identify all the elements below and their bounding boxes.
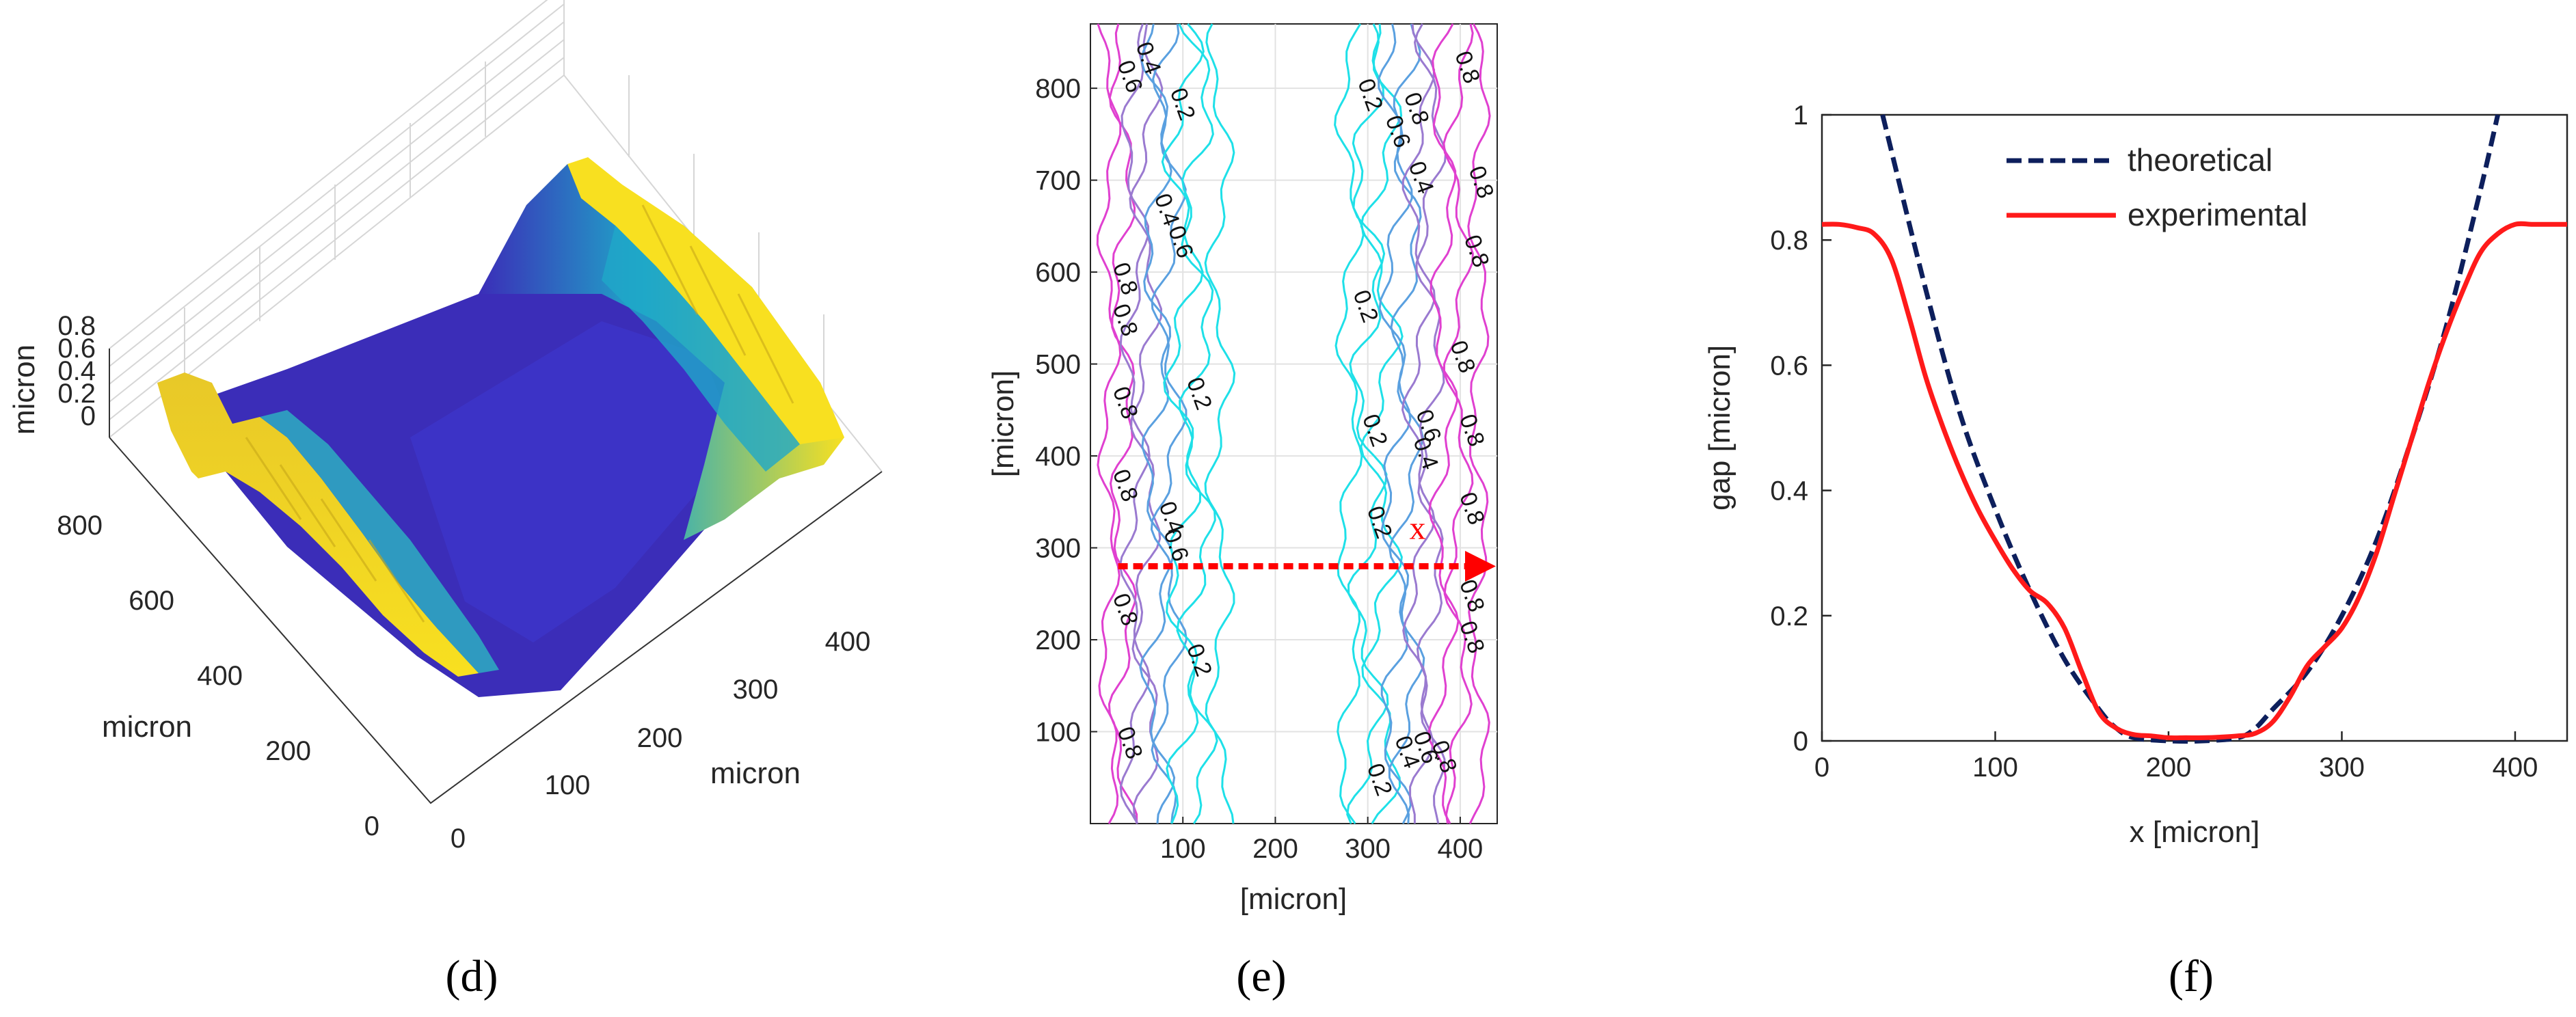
line-x-label: x [micron] <box>2130 815 2260 849</box>
y-tick-label: 600 <box>1035 258 1081 288</box>
panel-label-e: (e) <box>1236 951 1286 1001</box>
contour-y-label: [micron] <box>987 370 1020 477</box>
x-tick: 200 <box>637 723 683 753</box>
contour-line-0.6 <box>1413 23 1447 824</box>
surface-ridge-lines <box>245 204 794 623</box>
surface-plot-panel: 0 0.2 0.4 0.6 0.8 micron 0 200 400 600 8… <box>8 0 883 1001</box>
y-tick-label: 200 <box>1035 625 1081 655</box>
z-tick: 0.4 <box>57 356 96 386</box>
surface-axes <box>109 349 883 804</box>
x-tick-label: 400 <box>1438 834 1484 864</box>
y-tick: 600 <box>129 586 174 616</box>
y-tick-label: 1 <box>1793 100 1808 131</box>
contour-line-0.6 <box>1118 23 1151 824</box>
y-tick-label: 700 <box>1035 166 1081 196</box>
surface-valley-mid <box>410 321 738 642</box>
y-tick-label: 0.4 <box>1770 476 1808 506</box>
line-y-label: gap [micron] <box>1703 345 1736 511</box>
contour-line-0.4 <box>1388 23 1425 824</box>
surface-z-ticks: 0 0.2 0.4 0.6 0.8 <box>57 311 96 431</box>
x-arrow-label: x <box>1410 510 1426 546</box>
y-axis-label: micron <box>102 710 192 744</box>
panel-label-d: (d) <box>446 951 498 1001</box>
surface-right-slope <box>602 226 800 472</box>
contour-line-0.8 <box>1427 23 1460 824</box>
y-tick: 200 <box>265 736 311 766</box>
z-tick: 0.6 <box>57 334 96 364</box>
x-tick-label: 300 <box>1345 834 1391 864</box>
contour-line-0.8 <box>1096 23 1122 824</box>
y-tick-label: 0 <box>1793 727 1808 757</box>
x-tick-label: 400 <box>2493 752 2538 783</box>
y-tick-label: 100 <box>1035 718 1081 748</box>
x-tick-label: 0 <box>1814 752 1829 783</box>
y-tick-label: 0.6 <box>1770 351 1808 381</box>
line-y-ticks: 0 0.2 0.4 0.6 0.8 1 <box>1770 100 1832 757</box>
z-axis-label: micron <box>8 344 41 435</box>
z-tick: 0.8 <box>57 311 96 341</box>
contour-x-label: [micron] <box>1240 882 1347 916</box>
x-axis-label: micron <box>710 757 801 790</box>
surface-left-inner <box>260 410 499 673</box>
contour-plot-panel: 0.60.40.20.80.20.60.80.4 0.80.80.40.60.80… <box>987 23 1499 1001</box>
contour-line-0.2 <box>1346 23 1389 824</box>
x-tick-label: 200 <box>1252 834 1298 864</box>
contour-axes-box <box>1090 23 1498 824</box>
series-line-experimental <box>1821 221 2567 741</box>
x-tick: 100 <box>545 770 591 800</box>
contour-line-0.6 <box>1401 23 1436 824</box>
x-tick-label: 100 <box>1972 752 2018 783</box>
y-tick-label: 300 <box>1035 534 1081 564</box>
surface-y-ticks: 0 200 400 600 800 <box>57 511 379 841</box>
x-tick: 400 <box>825 627 871 657</box>
contour-line-0.4 <box>1139 23 1176 824</box>
z-tick: 0 <box>81 401 96 431</box>
y-tick-label: 500 <box>1035 350 1081 380</box>
line-x-ticks: 0 100 200 300 400 <box>1814 731 2538 783</box>
x-tick-label: 200 <box>2146 752 2192 783</box>
gap-line-chart-panel: 0 100 200 300 400 0 0.2 0.4 0.6 0.8 1 theoretical… <box>1703 100 2568 1001</box>
legend: theoretical experimental <box>2007 142 2307 232</box>
y-tick: 0 <box>364 811 379 841</box>
y-tick-label: 400 <box>1035 442 1081 472</box>
y-tick-label: 0.8 <box>1770 226 1808 256</box>
x-tick-label: 300 <box>2319 752 2365 783</box>
contour-line-0.2 <box>1204 23 1236 824</box>
surface-left-ridge <box>157 372 479 677</box>
contour-line-0.2 <box>1161 23 1205 824</box>
y-tick-label: 800 <box>1035 74 1081 104</box>
panel-label-f: (f) <box>2169 951 2214 1001</box>
contour-line-0.4 <box>1150 23 1188 824</box>
y-tick-label: 0.2 <box>1770 601 1808 632</box>
series-line-theoretical <box>1880 114 2501 744</box>
x-tick-label: 100 <box>1160 834 1206 864</box>
z-tick: 0.2 <box>57 379 96 409</box>
contour-line-0.8 <box>1467 23 1491 824</box>
contour-x-ticks: 100 200 300 400 <box>1160 817 1483 864</box>
surface-right-top <box>567 157 844 444</box>
contour-line-0.2 <box>1360 23 1404 824</box>
x-tick: 300 <box>733 675 779 705</box>
contour-line-0.2 <box>1334 23 1365 824</box>
line-axes-box <box>1821 113 2568 742</box>
x-tick: 0 <box>451 824 466 854</box>
legend-label-theoretical: theoretical <box>2128 142 2272 178</box>
contour-line-0.6 <box>1129 23 1164 824</box>
contour-line-0.2 <box>1176 23 1218 824</box>
legend-label-experimental: experimental <box>2128 197 2307 232</box>
contour-y-ticks: 100 200 300 400 500 600 700 800 <box>1035 74 1097 748</box>
contour-line-0.8 <box>1443 23 1474 824</box>
surface-x-ticks: 0 100 200 300 400 <box>451 627 871 854</box>
line-series <box>1821 114 2567 744</box>
contour-lines <box>1096 23 1491 824</box>
y-tick: 400 <box>197 661 243 691</box>
y-tick: 800 <box>57 511 103 541</box>
